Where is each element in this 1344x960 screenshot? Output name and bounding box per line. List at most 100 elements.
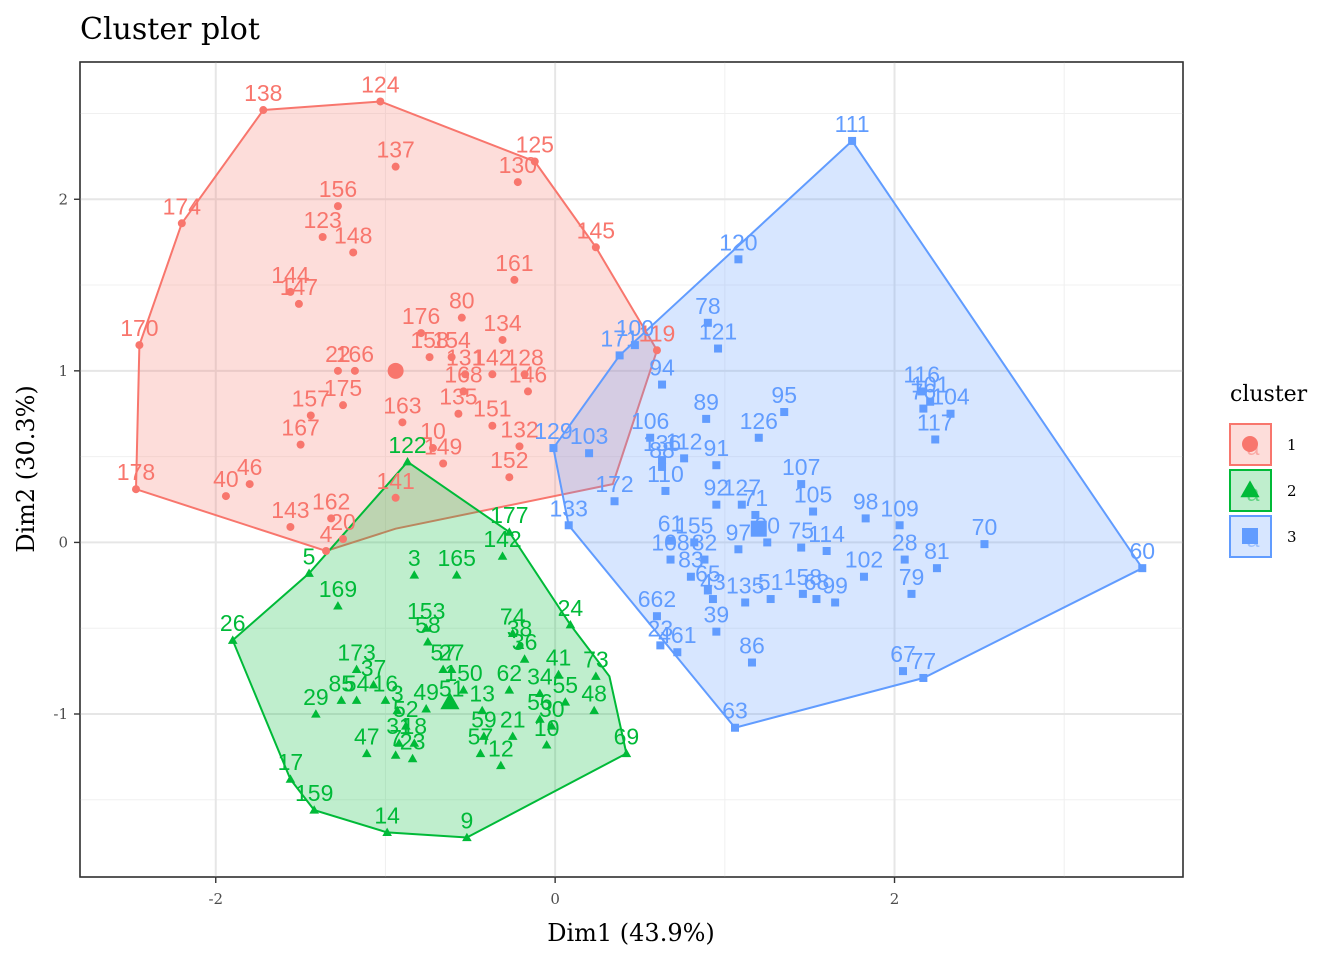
chart-title: Cluster plot xyxy=(80,12,260,47)
point-label: 86 xyxy=(739,633,765,659)
point-label: 51 xyxy=(439,675,465,701)
point-label: 158 xyxy=(410,327,448,353)
data-point xyxy=(541,740,552,749)
point-label: 34 xyxy=(527,663,553,689)
data-point xyxy=(425,353,434,362)
point-label: 128 xyxy=(505,344,543,370)
data-point xyxy=(350,366,359,375)
data-point xyxy=(673,648,682,657)
point-label: 40 xyxy=(213,466,239,492)
data-point xyxy=(766,595,775,604)
data-point xyxy=(227,635,238,644)
data-point xyxy=(336,695,347,704)
point-label: 29 xyxy=(303,684,329,710)
data-point xyxy=(848,136,857,145)
point-label: 142 xyxy=(473,344,511,370)
point-label: 130 xyxy=(499,152,537,178)
data-point xyxy=(900,555,909,564)
legend-label-2: 2 xyxy=(1287,482,1297,500)
point-label: 171 xyxy=(600,325,638,351)
data-point xyxy=(488,370,497,379)
grid-lines xyxy=(80,62,1183,877)
data-point xyxy=(504,685,515,694)
point-label: 58 xyxy=(415,612,441,638)
point-label: 85 xyxy=(329,670,355,696)
point-label: 155 xyxy=(675,512,713,538)
point-label: 117 xyxy=(917,409,954,435)
point-label: 161 xyxy=(495,250,533,276)
data-point xyxy=(394,738,404,747)
data-point xyxy=(931,435,940,444)
data-point xyxy=(309,805,319,814)
data-point xyxy=(507,731,518,740)
data-point xyxy=(703,586,712,595)
y-tick-label: -1 xyxy=(53,705,68,723)
point-label: 111 xyxy=(835,111,870,137)
point-label: 76 xyxy=(911,379,937,405)
point-label: 55 xyxy=(553,672,579,698)
point-label: 136 xyxy=(643,430,681,456)
point-label: 24 xyxy=(558,595,584,621)
data-point xyxy=(658,380,667,389)
point-label: 92 xyxy=(704,475,730,501)
data-point xyxy=(658,462,667,471)
point-label: 95 xyxy=(771,382,797,408)
point-label: 73 xyxy=(583,646,609,672)
data-point xyxy=(296,440,305,449)
data-point xyxy=(349,248,358,257)
point-label: 166 xyxy=(336,341,374,367)
point-label: 71 xyxy=(743,485,769,511)
point-label: 88 xyxy=(649,437,675,463)
data-point xyxy=(712,461,721,470)
data-point xyxy=(498,335,507,344)
point-label: 105 xyxy=(794,482,832,508)
point-label: 461 xyxy=(658,622,696,648)
point-label: 69 xyxy=(614,723,640,749)
point-label: 134 xyxy=(483,310,522,336)
point-label: 122 xyxy=(388,432,426,458)
data-point xyxy=(311,709,321,718)
point-label: 30 xyxy=(539,696,565,722)
point-label: 135 xyxy=(439,384,477,410)
data-point xyxy=(546,721,557,730)
point-label: 22 xyxy=(325,341,351,367)
data-point xyxy=(285,774,296,783)
point-label: 103 xyxy=(570,423,608,449)
data-point xyxy=(318,233,327,242)
point-label: 148 xyxy=(334,222,372,248)
data-point xyxy=(530,157,539,166)
point-label: 102 xyxy=(845,547,883,573)
point-label: 109 xyxy=(880,495,918,521)
point-label: 123 xyxy=(303,207,341,233)
cluster-center-1 xyxy=(387,362,404,379)
data-point xyxy=(457,313,466,322)
data-point xyxy=(428,444,437,453)
data-point xyxy=(919,404,928,413)
point-label: 133 xyxy=(550,495,588,521)
point-label: 28 xyxy=(892,530,918,556)
data-points xyxy=(131,97,1147,842)
point-label: 70 xyxy=(972,514,998,540)
point-label: 38 xyxy=(507,615,533,641)
data-point xyxy=(286,522,295,531)
data-point xyxy=(553,669,564,679)
data-point xyxy=(917,387,926,396)
point-label: 112 xyxy=(666,428,703,454)
data-point xyxy=(549,444,558,453)
point-label: 137 xyxy=(376,137,414,163)
data-point xyxy=(519,654,530,663)
point-label: 143 xyxy=(271,497,309,523)
point-label: 98 xyxy=(853,488,879,514)
point-label: 178 xyxy=(117,459,155,485)
point-label: 13 xyxy=(469,681,495,707)
legend-label-3: 3 xyxy=(1287,528,1297,546)
point-label: 157 xyxy=(292,385,330,411)
data-point xyxy=(919,673,928,682)
point-label: 49 xyxy=(413,679,439,705)
data-point xyxy=(417,329,426,338)
point-label: 167 xyxy=(281,415,319,441)
data-point xyxy=(306,411,315,420)
point-label: 150 xyxy=(444,660,482,686)
point-label: 68 xyxy=(804,569,830,595)
data-point xyxy=(610,497,619,506)
